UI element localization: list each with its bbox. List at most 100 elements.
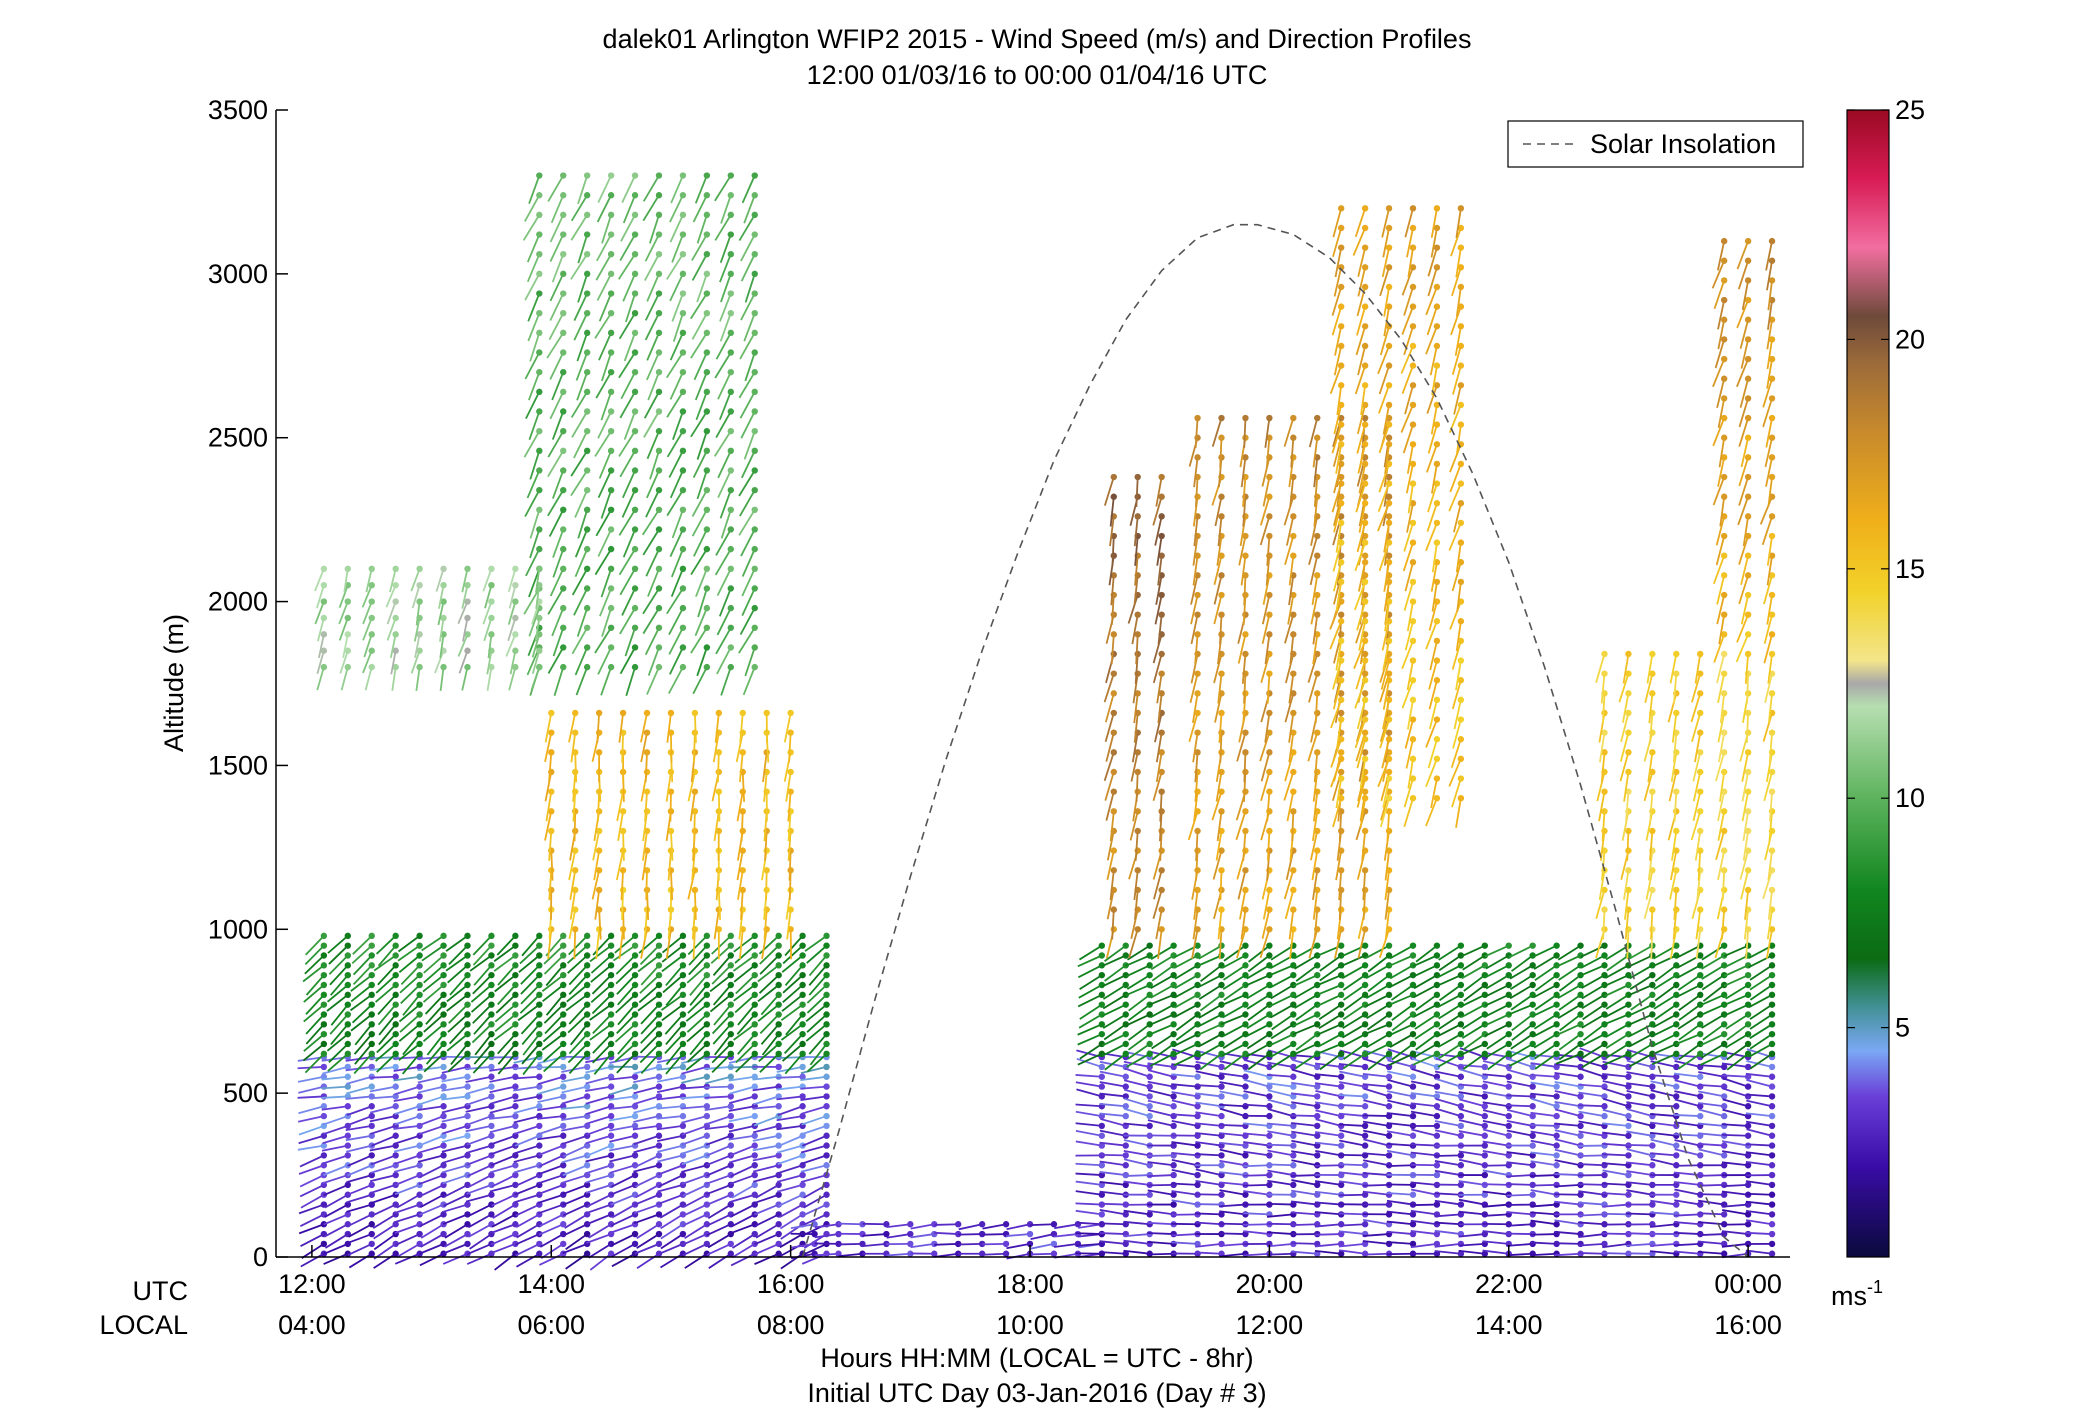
wind-barb-point: [488, 1122, 495, 1130]
wind-barb-point: [1720, 1093, 1728, 1100]
wind-barb-point: [703, 971, 711, 979]
wind-barb-shaft: [696, 430, 708, 460]
wind-barb-shaft: [1261, 614, 1271, 645]
wind-barb-point: [1768, 1162, 1776, 1169]
wind-barb-shaft: [297, 1075, 325, 1083]
wind-barb-shaft: [552, 548, 565, 578]
wind-barb-shaft: [590, 954, 612, 974]
wind-barb-shaft: [543, 1053, 564, 1073]
wind-barb-point: [631, 427, 639, 435]
wind-barb-point: [1720, 1181, 1728, 1189]
wind-barb-shaft: [1461, 964, 1486, 980]
wind-barb-shaft: [1211, 417, 1223, 447]
wind-barb-point: [1158, 827, 1165, 835]
wind-barb-shaft: [1580, 954, 1605, 969]
wind-barb-point: [392, 962, 399, 969]
wind-barb-shaft: [705, 1184, 732, 1196]
wind-barb-shaft: [1075, 1074, 1102, 1078]
wind-barb-shaft: [469, 1233, 492, 1250]
wind-barb-shaft: [1554, 1230, 1581, 1235]
wind-barb-point: [1314, 591, 1321, 599]
wind-barb-shaft: [394, 1184, 420, 1196]
wind-barb-shaft: [1530, 1092, 1557, 1098]
wind-barb-shaft: [1267, 1108, 1294, 1117]
wind-barb-point: [607, 585, 615, 592]
wind-barb-point: [1170, 1122, 1177, 1130]
wind-barb-point: [440, 1230, 447, 1238]
wind-barb-shaft: [1410, 1188, 1438, 1196]
wind-barb-shaft: [1602, 1232, 1629, 1235]
wind-barb-shaft: [669, 273, 684, 302]
wind-barb-point: [1170, 1191, 1177, 1198]
wind-barb-shaft: [529, 509, 541, 539]
wind-barb-point: [1290, 1093, 1297, 1100]
wind-barb-shaft: [801, 1125, 827, 1136]
wind-barb-point: [536, 309, 543, 317]
wind-barb-shaft: [419, 1252, 444, 1267]
wind-barb-point: [823, 1083, 830, 1090]
wind-barb-point: [560, 211, 567, 219]
wind-barb-shaft: [1434, 1160, 1462, 1167]
wind-barb-shaft: [369, 1066, 396, 1072]
wind-barb-shaft: [1155, 732, 1163, 763]
wind-barb-shaft: [402, 994, 421, 1016]
wind-barb-shaft: [1534, 994, 1558, 1011]
wind-barb-point: [536, 427, 543, 435]
wind-barb-point: [655, 309, 663, 317]
wind-barb-shaft: [1216, 811, 1223, 842]
wind-barb-shaft: [1506, 1252, 1533, 1257]
wind-barb-shaft: [781, 1043, 804, 1062]
wind-barb-shaft: [1363, 1129, 1390, 1137]
wind-barb-point: [320, 952, 328, 959]
wind-barb-shaft: [609, 1164, 636, 1174]
wind-barb-shaft: [574, 489, 589, 518]
wind-barb-shaft: [752, 1174, 779, 1183]
wind-barb-shaft: [298, 1134, 325, 1145]
wind-barb-point: [392, 1021, 399, 1028]
wind-barb-shaft: [1219, 1159, 1246, 1167]
wind-barb-point: [368, 647, 375, 654]
wind-barb-point: [1409, 1030, 1417, 1038]
wind-barb-shaft: [1530, 1184, 1557, 1187]
wind-barb-point: [1098, 1191, 1106, 1198]
wind-barb-point: [607, 1040, 615, 1048]
wind-barb-shaft: [687, 870, 696, 900]
wind-barb-point: [583, 211, 591, 219]
wind-barb-shaft: [486, 666, 493, 691]
wind-barb-shaft: [1530, 1211, 1557, 1216]
wind-barb-shaft: [633, 1164, 660, 1173]
wind-barb-shaft: [763, 909, 768, 940]
wind-barb-shaft: [1235, 811, 1247, 841]
wind-barb-shaft: [1195, 1251, 1222, 1255]
wind-barb-shaft: [1726, 1043, 1749, 1061]
wind-barb-point: [1505, 1132, 1512, 1139]
wind-barb-shaft: [466, 1115, 492, 1126]
wind-barb-shaft: [394, 1115, 420, 1126]
wind-barb-shaft: [1266, 1231, 1294, 1235]
wind-barb-point: [715, 926, 723, 933]
wind-barb-shaft: [806, 1013, 828, 1033]
wind-barb-shaft: [1213, 594, 1223, 625]
wind-barb-point: [727, 624, 734, 631]
wind-barb-shaft: [362, 650, 373, 674]
wind-barb-shaft: [1194, 476, 1199, 507]
wind-barb-shaft: [298, 1085, 325, 1094]
wind-barb-point: [440, 1142, 447, 1149]
wind-barb-shaft: [1701, 964, 1725, 980]
wind-barb-point: [1290, 1152, 1297, 1159]
wind-barb-shaft: [1745, 1072, 1773, 1078]
wind-barb-shaft: [434, 650, 445, 674]
wind-barb-shaft: [1267, 1213, 1294, 1218]
wind-barb-point: [1242, 631, 1249, 638]
wind-barb-shaft: [1678, 1003, 1701, 1021]
wind-barb-point: [751, 506, 758, 514]
wind-barb-point: [583, 1122, 591, 1130]
wind-barb-point: [1577, 1021, 1584, 1028]
wind-barb-point: [368, 981, 375, 989]
wind-barb-point: [1110, 749, 1117, 756]
wind-barb-shaft: [1239, 889, 1247, 920]
wind-barb-shaft: [592, 1043, 612, 1064]
wind-barb-shaft: [1650, 1158, 1677, 1167]
wind-barb-point: [1218, 709, 1225, 717]
wind-barb-shaft: [1581, 974, 1605, 989]
